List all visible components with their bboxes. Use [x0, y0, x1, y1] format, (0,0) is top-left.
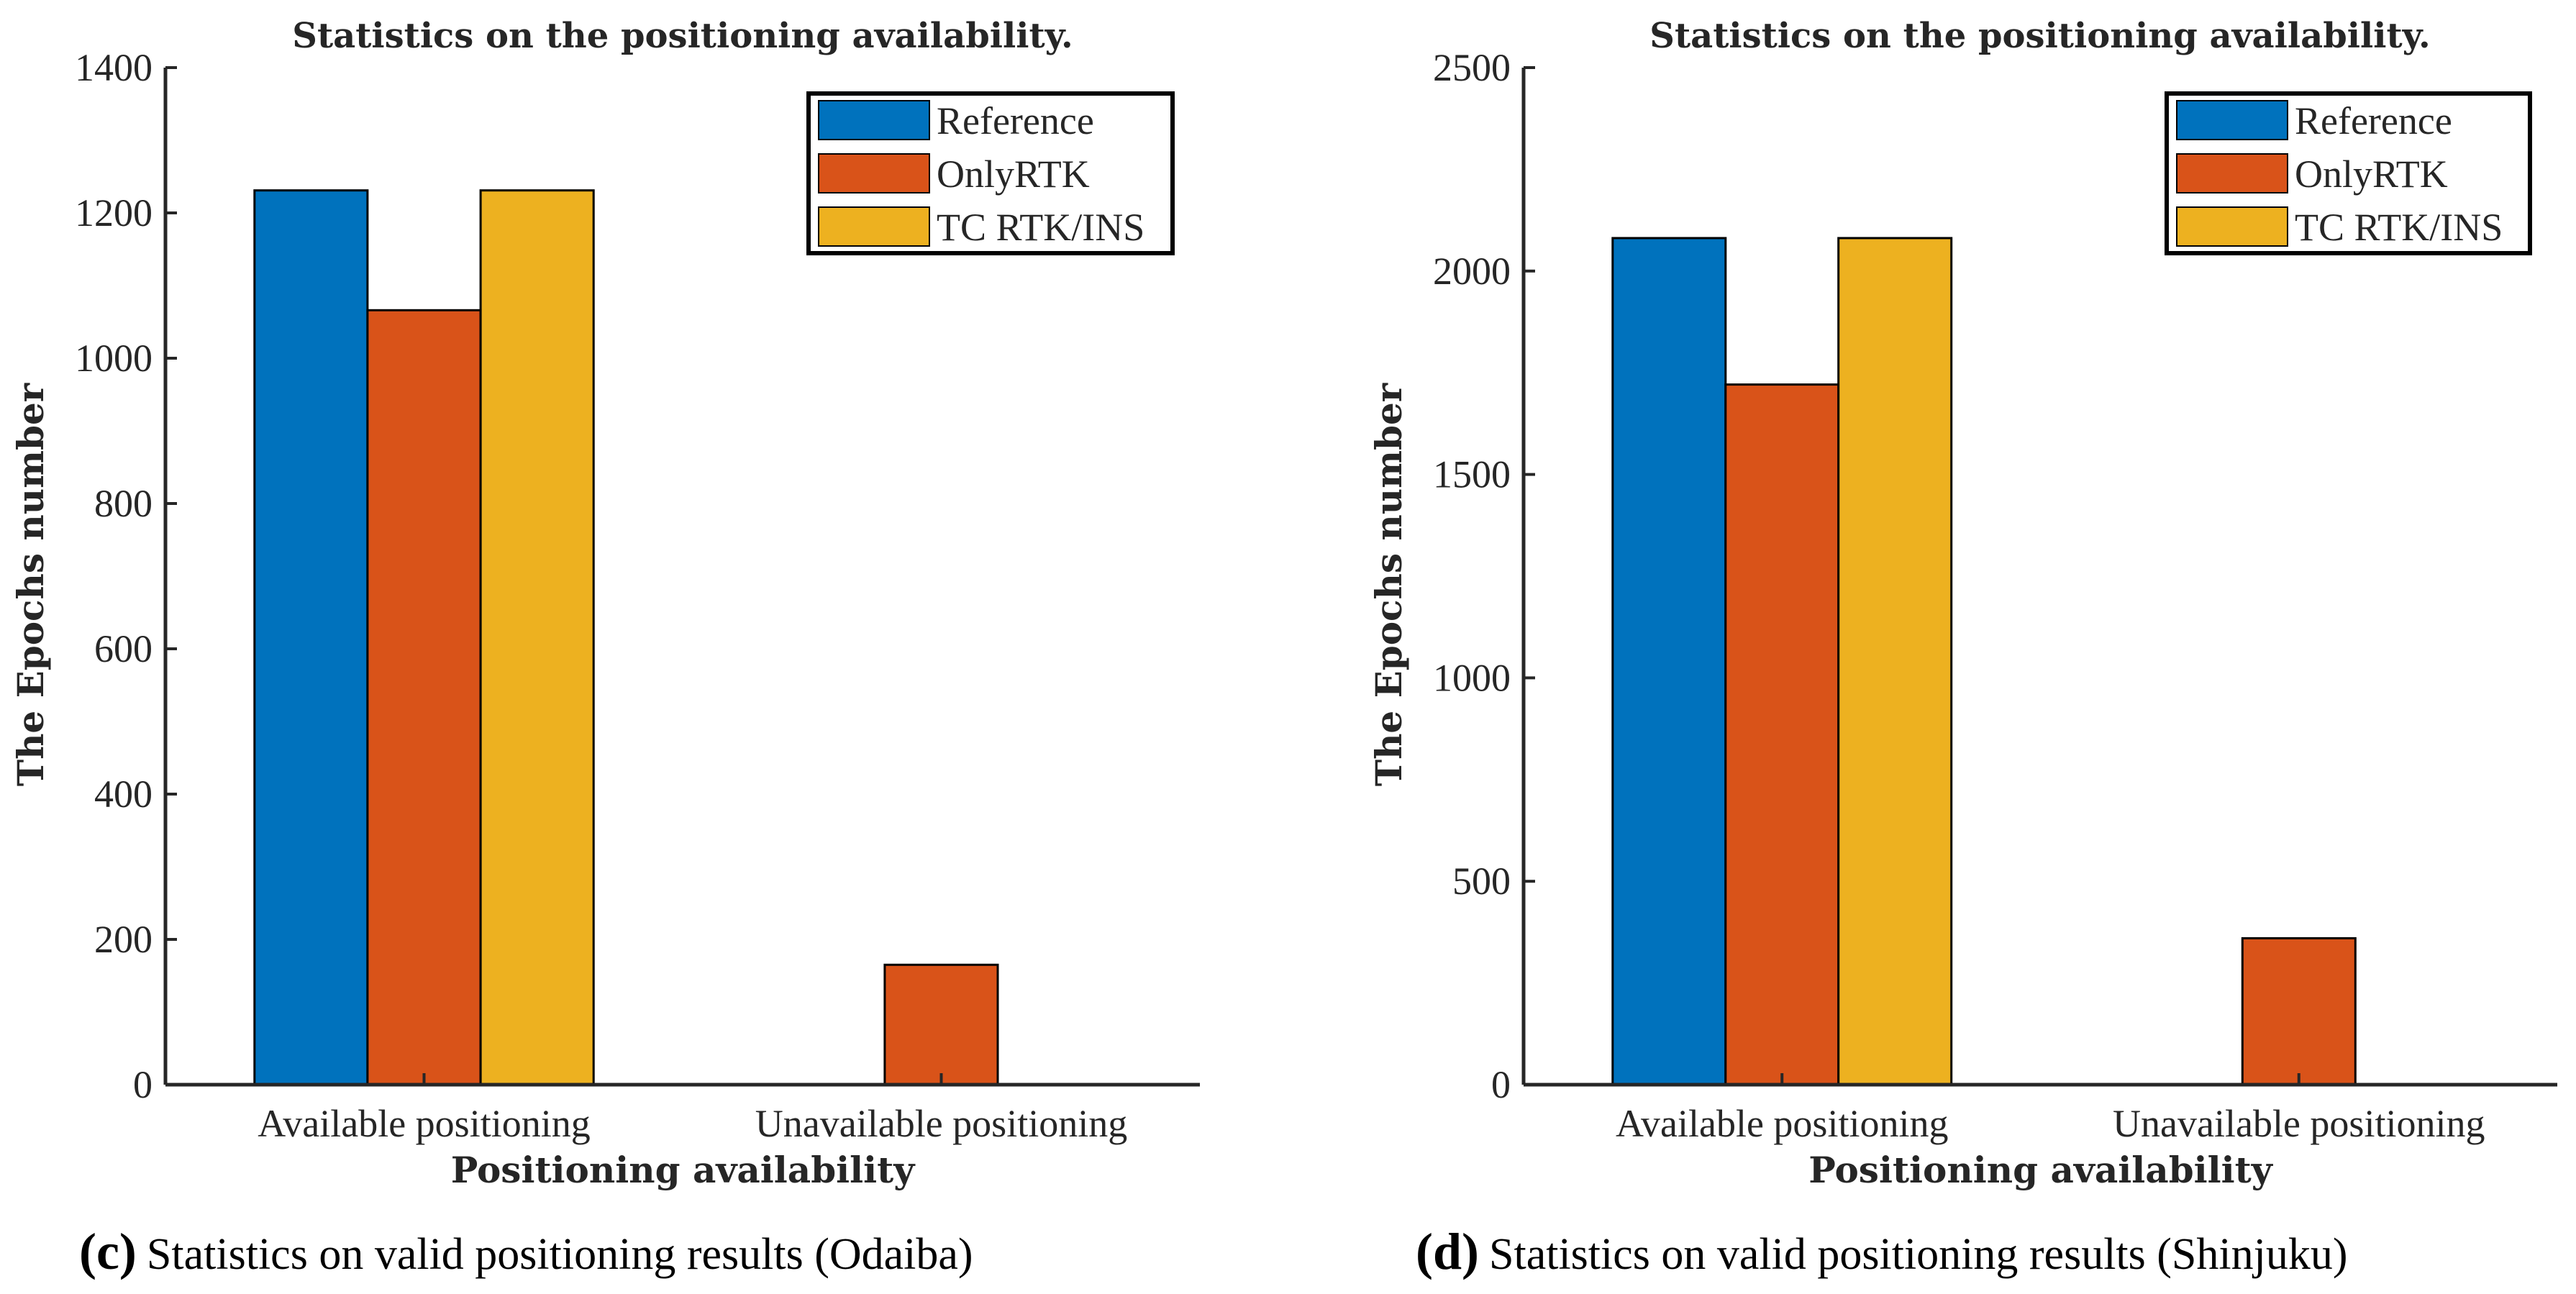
figure-caption: (c) Statistics on valid positioning resul…	[79, 1223, 973, 1280]
y-tick-label: 2000	[1433, 250, 1511, 293]
y-tick-label: 1200	[75, 191, 153, 234]
y-tick-label: 600	[94, 627, 153, 670]
legend: Reference OnlyRTK TC RTK/INS	[806, 91, 1175, 255]
y-tick-label: 200	[94, 918, 153, 961]
legend-label: Reference	[937, 99, 1094, 142]
x-axis-label: Positioning availability	[451, 1149, 916, 1191]
caption-text: Statistics on valid positioning results …	[147, 1230, 973, 1279]
x-tick-label: Unavailable positioning	[2113, 1102, 2485, 1145]
y-tick-label: 1500	[1433, 453, 1511, 496]
legend-swatch	[2176, 206, 2288, 247]
y-tick-label: 2500	[1433, 46, 1511, 89]
legend-swatch	[2176, 153, 2288, 193]
bar-reference-slot-1	[253, 189, 369, 1086]
y-tick-label: 800	[94, 482, 153, 525]
legend-swatch	[818, 100, 930, 140]
bar-onlyrtk-slot-1	[1724, 383, 1840, 1086]
legend: Reference OnlyRTK TC RTK/INS	[2165, 91, 2532, 255]
y-tick-label: 1000	[1433, 656, 1511, 699]
bar-onlyrtk-slot-1	[366, 309, 482, 1086]
legend-swatch	[818, 206, 930, 247]
caption-letter: (c)	[79, 1223, 137, 1280]
chart-title: Statistics on the positioning availabili…	[1649, 16, 2430, 56]
chart-panel-odaiba: 0 200 400 600 800 1000 1200 1400 Available posit…	[9, 16, 1200, 1280]
caption-text: Statistics on valid positioning results …	[1489, 1230, 2348, 1279]
caption-letter: (d)	[1416, 1223, 1479, 1280]
legend-swatch	[2176, 100, 2288, 140]
legend-label: TC RTK/INS	[937, 206, 1144, 249]
y-axis-label: The Epochs number	[9, 383, 52, 786]
x-tick-label: Unavailable positioning	[755, 1102, 1127, 1145]
figure-caption: (d) Statistics on valid positioning resul…	[1416, 1223, 2348, 1280]
y-tick-label: 0	[133, 1063, 153, 1106]
chart-title: Statistics on the positioning availabili…	[292, 16, 1073, 56]
y-axis-label: The Epochs number	[1367, 383, 1410, 786]
bar-tc-rtk-ins-slot-1	[1837, 237, 1953, 1086]
y-tick-label: 0	[1491, 1063, 1511, 1106]
chart-panel-shinjuku: 0 500 1000 1500 2000 2500 Available positionin…	[1367, 16, 2557, 1280]
bar-onlyrtk-slot-2	[2241, 937, 2357, 1086]
x-axis-label: Positioning availability	[1808, 1149, 2274, 1191]
bar-tc-rtk-ins-slot-1	[479, 189, 595, 1086]
bar-onlyrtk-slot-2	[883, 963, 999, 1086]
x-tick-label: Available positioning	[1616, 1102, 1948, 1145]
bar-reference-slot-1	[1611, 237, 1727, 1086]
y-tick-label: 400	[94, 773, 153, 816]
legend-swatch	[818, 153, 930, 193]
y-tick-label: 500	[1452, 860, 1511, 903]
legend-label: Reference	[2295, 99, 2452, 142]
legend-label: OnlyRTK	[2295, 152, 2448, 196]
legend-label: OnlyRTK	[937, 152, 1090, 196]
legend-label: TC RTK/INS	[2295, 206, 2503, 249]
y-tick-label: 1000	[75, 337, 153, 380]
y-tick-label: 1400	[75, 46, 153, 89]
x-tick-label: Available positioning	[258, 1102, 590, 1145]
